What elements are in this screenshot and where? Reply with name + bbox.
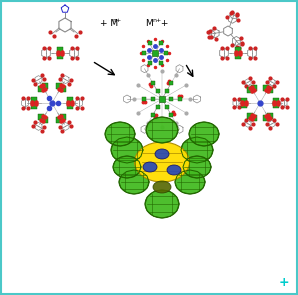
Text: +: + bbox=[278, 276, 289, 289]
Ellipse shape bbox=[119, 170, 149, 194]
Ellipse shape bbox=[153, 181, 171, 193]
Ellipse shape bbox=[181, 137, 213, 163]
Ellipse shape bbox=[167, 165, 181, 175]
Ellipse shape bbox=[189, 122, 219, 146]
Ellipse shape bbox=[146, 117, 178, 143]
Ellipse shape bbox=[143, 162, 157, 172]
Ellipse shape bbox=[105, 122, 135, 146]
Ellipse shape bbox=[134, 142, 190, 182]
Ellipse shape bbox=[155, 149, 169, 159]
Text: M: M bbox=[145, 19, 153, 27]
Ellipse shape bbox=[113, 156, 141, 178]
Ellipse shape bbox=[175, 170, 205, 194]
Text: +: + bbox=[158, 19, 168, 27]
Ellipse shape bbox=[183, 156, 211, 178]
Text: n+: n+ bbox=[152, 17, 161, 22]
Ellipse shape bbox=[111, 137, 143, 163]
Text: + M: + M bbox=[100, 19, 118, 27]
Text: n+: n+ bbox=[112, 17, 121, 22]
Ellipse shape bbox=[145, 190, 179, 218]
